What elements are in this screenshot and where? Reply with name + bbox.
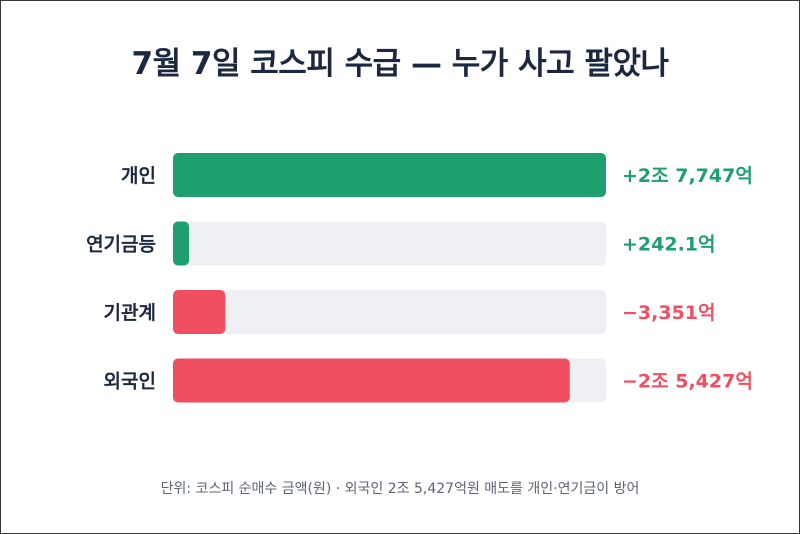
bar-row-3: 기관계 −3,351억 [104, 290, 716, 334]
bar [173, 358, 570, 403]
bar-row-2: 연기금등 +242.1억 [86, 221, 716, 266]
bar-track [173, 221, 606, 266]
bar-track [173, 290, 606, 334]
value-label: −2조 5,427억 [622, 371, 753, 393]
value-label: +2조 7,747억 [622, 165, 753, 187]
value-label: −3,351억 [622, 302, 716, 324]
category-label: 개인 [121, 165, 156, 187]
bar [173, 153, 606, 197]
value-label: +242.1억 [622, 234, 716, 256]
bar [173, 221, 189, 266]
bar-row-4: 외국인 −2조 5,427억 [104, 358, 753, 403]
chart-footnote: 단위: 코스피 순매수 금액(원) · 외국인 2조 5,427억원 매도를 개… [160, 481, 640, 497]
category-label: 연기금등 [86, 234, 156, 256]
category-label: 기관계 [104, 302, 156, 324]
bar-row-1: 개인 +2조 7,747억 [121, 153, 753, 197]
bar [173, 290, 226, 334]
category-label: 외국인 [104, 371, 156, 393]
chart-title: 7월 7일 코스피 수급 — 누가 사고 팔았나 [131, 46, 669, 82]
